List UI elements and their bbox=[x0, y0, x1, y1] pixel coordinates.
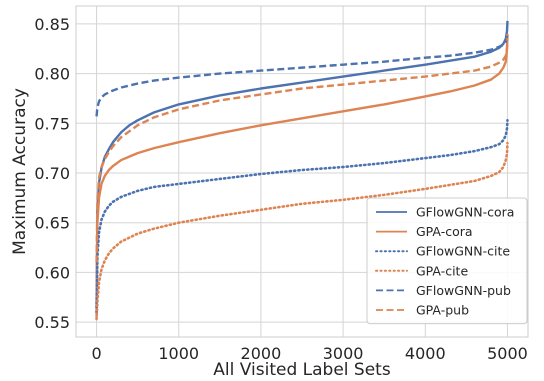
legend-label: GFlowGNN-cora bbox=[416, 205, 514, 220]
x-tick-label: 2000 bbox=[241, 344, 282, 363]
legend-label: GPA-pub bbox=[416, 303, 469, 318]
x-tick-label: 3000 bbox=[323, 344, 364, 363]
series-line-gflowgnn-pub bbox=[95, 33, 509, 117]
y-tick-label: 0.80 bbox=[34, 65, 70, 84]
y-tick-label: 0.55 bbox=[34, 313, 70, 332]
legend-label: GPA-cite bbox=[416, 263, 468, 278]
y-tick-labels: 0.55 0.60 0.65 0.70 0.75 0.80 0.85 bbox=[34, 15, 70, 332]
x-tick-label: 1000 bbox=[158, 344, 199, 363]
legend-label: GFlowGNN-pub bbox=[416, 283, 511, 298]
y-tick-label: 0.60 bbox=[34, 263, 70, 282]
series-line-gpa-pub bbox=[95, 37, 509, 263]
x-tick-label: 5000 bbox=[487, 344, 528, 363]
series-line-gpa-cora bbox=[95, 33, 509, 318]
y-tick-label: 0.70 bbox=[34, 164, 70, 183]
series-line-gpa-cite bbox=[95, 141, 509, 321]
series-line-gflowgnn-cite bbox=[95, 119, 509, 314]
x-axis-title: All Visited Label Sets bbox=[213, 360, 391, 380]
x-tick-labels: 0 1000 2000 3000 4000 5000 bbox=[91, 344, 527, 363]
grid bbox=[76, 6, 528, 337]
series-layer bbox=[95, 20, 509, 321]
legend-box bbox=[366, 197, 528, 325]
x-tick-label: 0 bbox=[91, 344, 101, 363]
y-tick-label: 0.85 bbox=[34, 15, 70, 34]
legend-label: GPA-cora bbox=[416, 224, 473, 239]
plot-frame bbox=[75, 5, 529, 338]
legend: GFlowGNN-cora GPA-cora GFlowGNN-cite GPA-ci… bbox=[366, 197, 528, 325]
y-tick-label: 0.65 bbox=[34, 214, 70, 233]
x-tick-label: 4000 bbox=[405, 344, 446, 363]
y-tick-label: 0.75 bbox=[34, 114, 70, 133]
legend-label: GFlowGNN-cite bbox=[416, 244, 510, 259]
y-axis-title: Maximum Accuracy bbox=[10, 88, 30, 255]
